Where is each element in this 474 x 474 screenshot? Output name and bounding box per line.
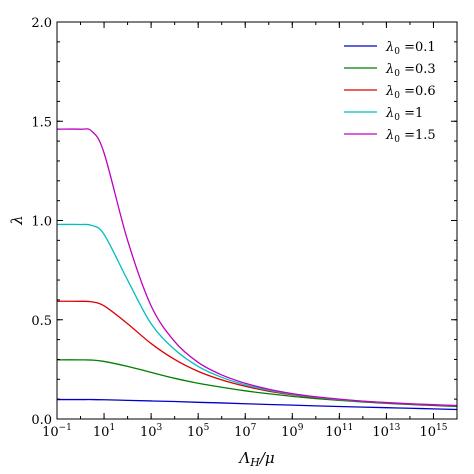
series-line-2 (56, 300, 458, 407)
x-tick-label: 105 (187, 423, 210, 440)
legend-entry-2: λ0 =0.6 (385, 84, 436, 101)
legend-entry-3: λ0 =1 (385, 106, 423, 123)
plot-lines (56, 128, 458, 411)
x-tick-label: 1013 (372, 423, 400, 440)
plot-frame (56, 21, 458, 420)
series-line-0 (57, 398, 458, 411)
y-axis-ticks: 0.0 0.5 1.0 1.5 2.0 (31, 16, 457, 428)
y-tick-label: 0.5 (31, 314, 52, 329)
y-tick-label: 0.0 (31, 413, 52, 428)
x-axis-label: ΛH/μ (237, 449, 274, 469)
x-axis-minor-ticks (56, 22, 458, 419)
legend-entry-4: λ0 =1.5 (385, 128, 436, 145)
x-tick-label: 10−1 (42, 423, 72, 440)
x-tick-label: 1011 (325, 423, 353, 440)
x-tick-label: 109 (281, 423, 304, 440)
y-tick-label: 1.0 (31, 215, 52, 230)
y-tick-label: 1.5 (31, 115, 52, 130)
legend: λ0 =0.1 λ0 =0.3 λ0 =0.6 λ0 =1 λ0 =1.5 (344, 40, 436, 145)
y-tick-label: 2.0 (31, 16, 52, 31)
x-tick-label: 103 (140, 423, 163, 440)
legend-entry-0: λ0 =0.1 (385, 40, 436, 57)
x-tick-label: 101 (93, 423, 115, 440)
series-line-4 (56, 128, 458, 407)
legend-entry-1: λ0 =0.3 (385, 62, 436, 79)
y-axis-label: λ (8, 215, 26, 226)
x-tick-label: 107 (234, 423, 257, 440)
x-tick-label: 1015 (419, 423, 447, 440)
